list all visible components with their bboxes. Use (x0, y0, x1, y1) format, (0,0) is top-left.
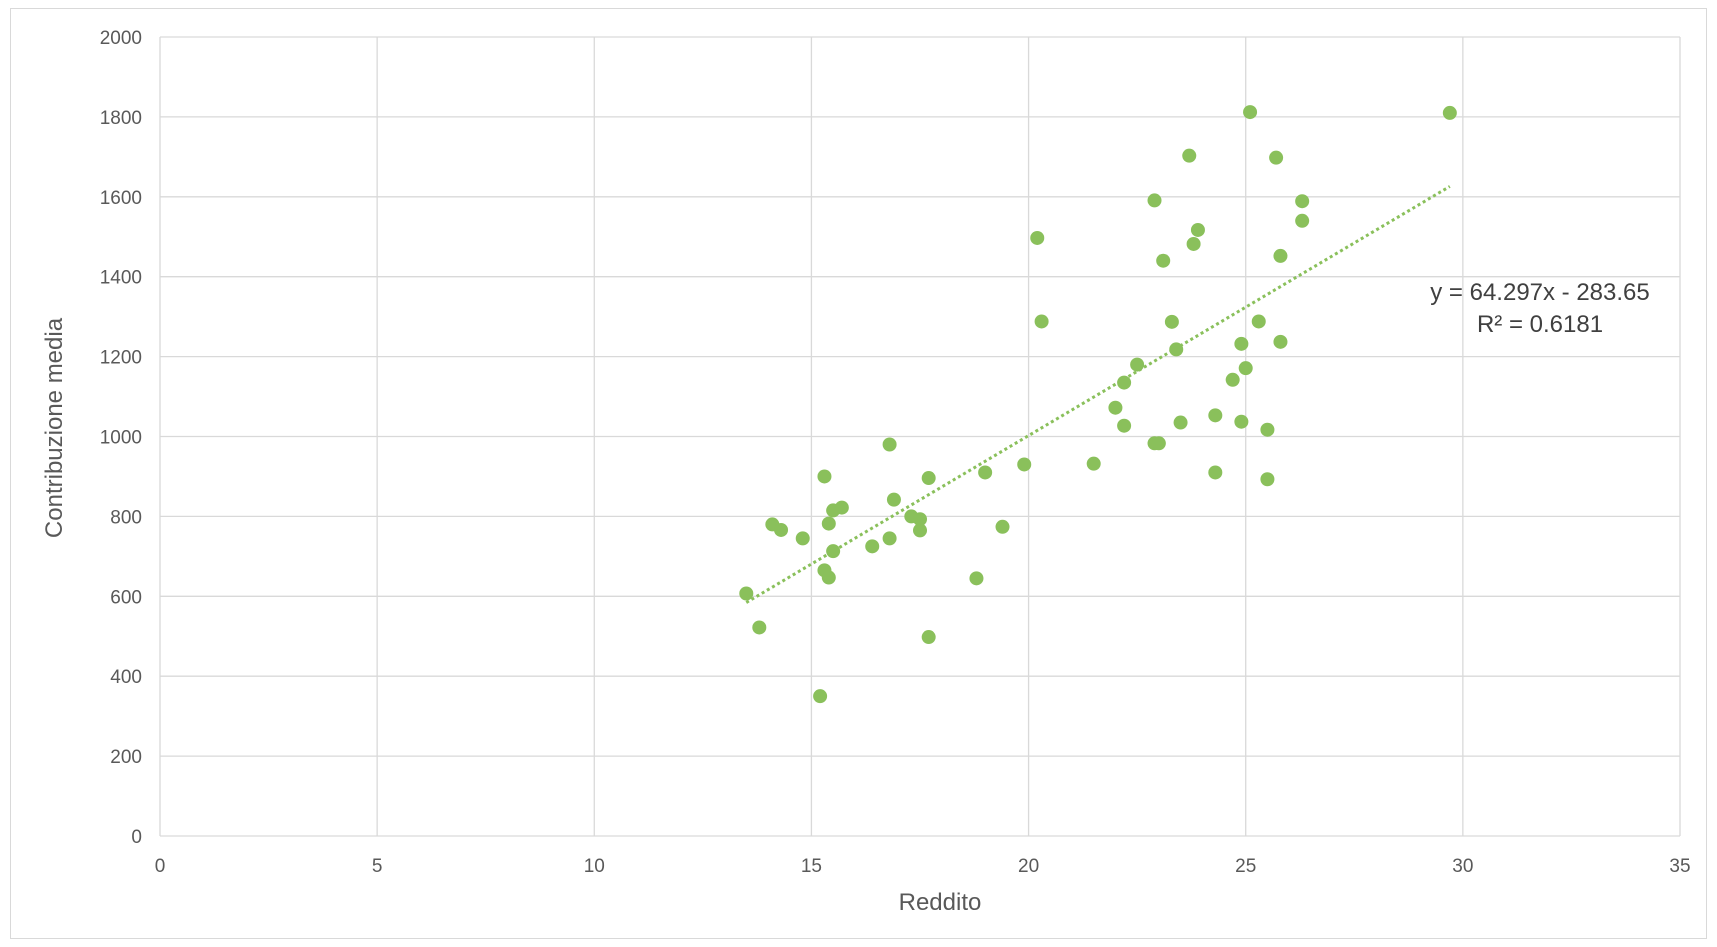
y-tick-label: 0 (131, 827, 142, 848)
x-tick-label: 35 (1669, 856, 1690, 877)
data-point (1117, 375, 1132, 390)
data-point (1030, 230, 1045, 245)
y-tick-label: 1400 (100, 268, 142, 289)
data-point (921, 471, 936, 486)
y-axis-title: Contribuzione media (41, 317, 68, 538)
x-tick-label: 30 (1452, 856, 1473, 877)
chart-frame (10, 8, 1707, 939)
x-tick-label: 20 (1018, 856, 1039, 877)
data-point (826, 544, 841, 559)
y-tick-label: 1200 (100, 348, 142, 369)
data-point (913, 512, 927, 527)
data-point (1017, 457, 1032, 472)
data-point (1225, 372, 1240, 387)
data-point (1156, 253, 1171, 268)
x-axis-title: Reddito (899, 889, 982, 916)
data-point (739, 586, 754, 601)
data-point (1147, 193, 1162, 208)
data-point (1295, 213, 1310, 228)
data-point (1442, 105, 1457, 120)
y-tick-label: 800 (110, 507, 142, 528)
data-point (1086, 456, 1101, 471)
trendline-layer (745, 185, 1451, 604)
data-point (1295, 194, 1310, 209)
data-point (1251, 314, 1266, 329)
data-point (882, 531, 897, 546)
data-point (1273, 334, 1288, 349)
data-point (1269, 150, 1284, 165)
tick-labels: 0 200 400 600 800 1000 1200 1400 1600 1800 2000 0 5 1… (100, 28, 1691, 877)
data-points (739, 105, 1457, 704)
y-tick-label: 200 (110, 747, 142, 768)
data-point (1238, 361, 1253, 376)
data-point (1182, 148, 1197, 163)
data-point (1273, 248, 1288, 263)
y-tick-label: 1800 (100, 108, 142, 129)
data-point (821, 516, 836, 531)
trendline-r-squared: R² = 0.6181 (1477, 311, 1603, 338)
trendline (745, 185, 1451, 604)
data-point (1260, 472, 1275, 487)
data-point (1151, 436, 1166, 451)
data-point (1117, 418, 1132, 433)
data-point (1130, 357, 1145, 372)
data-point (813, 689, 828, 704)
data-point (1186, 236, 1201, 251)
data-point (978, 465, 993, 480)
y-tick-label: 2000 (100, 28, 142, 49)
y-tick-label: 600 (110, 587, 142, 608)
data-point (1173, 415, 1188, 430)
data-point (817, 469, 832, 484)
y-tick-label: 400 (110, 667, 142, 688)
data-point (1234, 414, 1249, 429)
y-tick-label: 1600 (100, 188, 142, 209)
data-point (1243, 105, 1258, 120)
data-point (882, 437, 897, 452)
x-tick-label: 15 (801, 856, 822, 877)
x-tick-label: 0 (155, 856, 166, 877)
data-point (865, 539, 880, 554)
data-point (1169, 342, 1184, 357)
data-point (1108, 400, 1123, 415)
data-point (1234, 336, 1249, 351)
data-point (752, 620, 767, 635)
data-point (774, 522, 789, 537)
data-point (795, 531, 810, 546)
data-point (1208, 465, 1223, 480)
data-point (834, 500, 849, 515)
data-point (995, 519, 1010, 534)
data-point (821, 570, 836, 585)
y-tick-label: 1000 (100, 428, 142, 449)
trendline-equation: y = 64.297x - 283.65 (1430, 279, 1650, 306)
data-point (1260, 422, 1275, 437)
grid-layer (159, 36, 1681, 837)
data-point (1164, 314, 1179, 329)
data-point (1190, 222, 1205, 237)
data-point (1208, 408, 1223, 423)
x-tick-label: 5 (372, 856, 383, 877)
data-point (1034, 314, 1049, 329)
data-point (969, 571, 984, 586)
x-tick-label: 25 (1235, 856, 1256, 877)
x-tick-label: 10 (584, 856, 605, 877)
data-point (913, 523, 927, 538)
data-point (886, 492, 901, 507)
data-point (921, 630, 936, 645)
